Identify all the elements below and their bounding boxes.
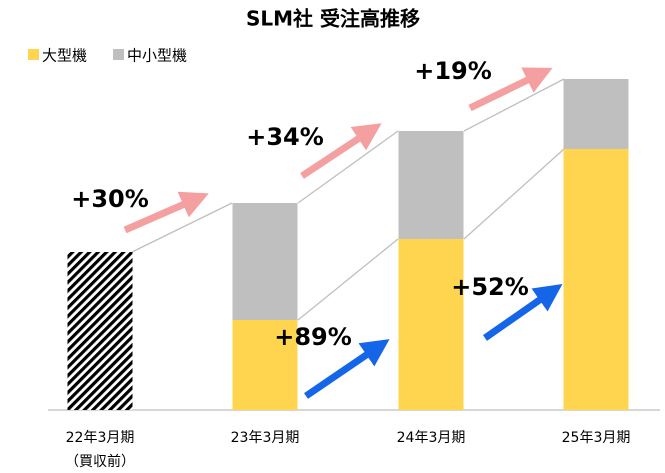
bar-segment: [563, 149, 629, 410]
legend-swatch: [113, 49, 125, 60]
bar-segment: [398, 239, 464, 410]
x-tick-label: 25年3月期: [562, 430, 631, 446]
legend-swatch: [28, 49, 39, 60]
growth-annotation: +52%: [451, 273, 529, 301]
legend-label: 中小型機: [127, 47, 187, 65]
chart-title: SLM社 受注高推移: [246, 7, 420, 31]
bar-segment: [563, 79, 629, 149]
growth-annotation: +89%: [274, 323, 352, 351]
x-tick-label: 22年3月期: [66, 430, 135, 446]
x-tick-label: 23年3月期: [231, 430, 300, 446]
bar-segment: [398, 131, 464, 239]
bar-segment: [67, 252, 133, 410]
x-tick-label: 24年3月期: [397, 430, 466, 446]
growth-annotation: +34%: [246, 123, 324, 151]
bar-segment: [232, 203, 298, 320]
legend-label: 大型機: [42, 47, 87, 65]
growth-annotation: +30%: [71, 185, 149, 213]
bar-segment: [232, 320, 298, 410]
arrows: [123, 67, 563, 399]
x-tick-sublabel: （買収前）: [65, 453, 135, 470]
growth-annotation: +19%: [414, 57, 492, 85]
